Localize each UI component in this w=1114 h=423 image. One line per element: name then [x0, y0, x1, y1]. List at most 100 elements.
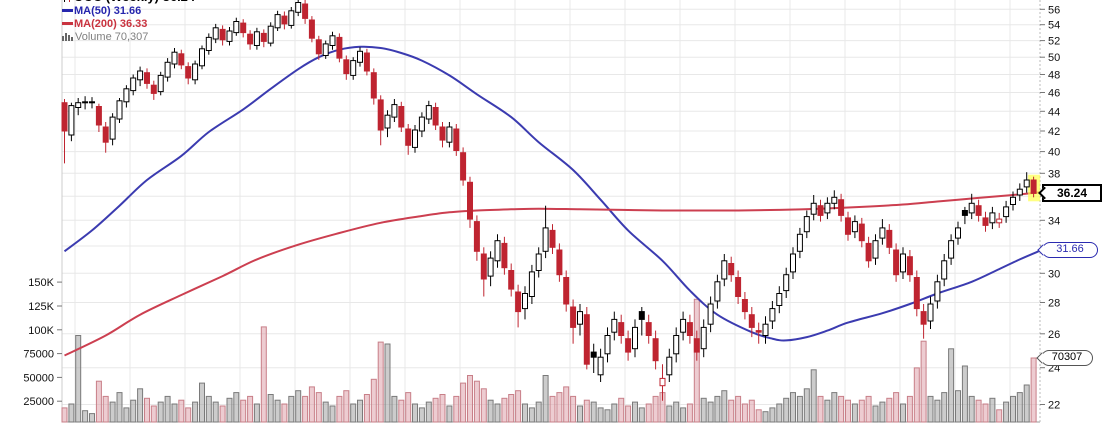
candle-body — [102, 126, 109, 143]
candle-body — [776, 293, 783, 306]
volume-bar — [1003, 401, 1010, 423]
candle-body — [253, 31, 260, 46]
volume-bar — [741, 403, 748, 423]
candle-body — [968, 202, 975, 214]
candle-body — [363, 52, 370, 72]
candle-body — [790, 253, 796, 273]
volume-bar — [405, 392, 412, 423]
candle-body — [226, 30, 233, 42]
candle-body — [343, 59, 350, 75]
volume-bar — [226, 397, 233, 423]
candle-body — [391, 104, 398, 118]
volume-bar — [583, 399, 590, 423]
legend-ma50-row: MA(50) 31.66 — [62, 5, 195, 17]
price-tick-label: 34 — [1048, 215, 1060, 227]
volume-bar — [370, 378, 377, 423]
volume-bar — [604, 409, 611, 423]
candle-body — [446, 126, 453, 143]
volume-bar — [508, 394, 515, 423]
volume-bar — [460, 382, 467, 423]
volume-bar — [721, 390, 728, 423]
candle-body — [996, 218, 1003, 224]
candle-body — [460, 152, 467, 181]
candle-body — [164, 61, 171, 78]
candle-body — [851, 221, 858, 233]
candle-body — [570, 306, 577, 328]
candle-body — [845, 217, 851, 235]
volume-bar — [762, 411, 769, 423]
legend-ma50-label: MA(50) 31.66 — [74, 5, 142, 17]
price-tick-label: 56 — [1048, 4, 1060, 16]
candle-body — [473, 221, 480, 252]
candle-body — [494, 240, 501, 262]
candle-body — [659, 377, 666, 387]
last-price-callout: 36.24 — [1042, 184, 1102, 202]
volume-tick-label: 50000 — [23, 372, 54, 384]
candle-body — [370, 72, 377, 99]
candle-body — [219, 28, 226, 41]
volume-bar — [803, 388, 810, 423]
candle-body — [1010, 196, 1016, 206]
legend-volume-row: Volume 70,307 — [62, 31, 195, 44]
volume-bar — [625, 405, 632, 423]
volume-bar — [968, 395, 975, 423]
candle-body — [941, 260, 948, 280]
candle-body — [350, 60, 357, 76]
volume-bar — [178, 399, 185, 423]
candle-body — [618, 322, 625, 337]
candle-body — [144, 72, 150, 84]
candle-body — [377, 99, 384, 131]
candle-body — [89, 101, 95, 104]
volume-bar — [130, 399, 137, 423]
volume-bar — [934, 399, 941, 423]
candle-body — [501, 242, 508, 269]
candle-body — [975, 205, 982, 216]
candle-body — [453, 128, 460, 151]
candle-body — [61, 102, 68, 132]
price-tick-label: 44 — [1048, 106, 1060, 118]
volume-bar — [260, 326, 267, 423]
volume-bar — [686, 403, 693, 423]
candle-body — [398, 106, 405, 128]
candle-body — [900, 253, 906, 273]
price-tick-label: 30 — [1048, 268, 1060, 280]
volume-bar — [810, 369, 817, 423]
volume-bar — [240, 399, 247, 423]
candle-body — [233, 21, 240, 34]
price-tick-label: 46 — [1048, 88, 1060, 100]
candle-body — [1023, 179, 1030, 188]
candle-body — [467, 181, 473, 220]
volume-bar — [975, 399, 982, 423]
candle-body — [769, 308, 776, 322]
volume-bar — [597, 407, 604, 423]
candle-body — [192, 63, 199, 81]
candle-body — [178, 53, 185, 66]
volume-bar — [955, 390, 961, 423]
candle-body — [515, 291, 522, 313]
candle-body — [755, 330, 762, 333]
volume-bar — [157, 401, 164, 423]
candle-body — [693, 338, 700, 353]
volume-bar — [357, 399, 363, 423]
volume-bar — [377, 341, 384, 423]
volume-bar — [728, 399, 735, 423]
volume-bar — [652, 395, 659, 423]
volume-bar — [350, 403, 357, 423]
candle-body — [247, 33, 254, 45]
candle-body — [686, 322, 693, 337]
candle-body — [583, 314, 590, 365]
candle-body — [95, 106, 102, 126]
candle-body — [274, 14, 281, 29]
volume-bar — [68, 403, 75, 423]
volume-bar — [150, 405, 157, 423]
candle-body — [549, 229, 556, 248]
volume-bar — [109, 401, 116, 423]
candle-body — [425, 105, 432, 120]
volume-bar — [398, 399, 405, 423]
volume-bar — [790, 392, 796, 423]
volume-bar — [171, 403, 178, 423]
volume-bar — [989, 397, 996, 423]
volume-bar — [89, 413, 95, 423]
volume-bar — [590, 401, 597, 423]
